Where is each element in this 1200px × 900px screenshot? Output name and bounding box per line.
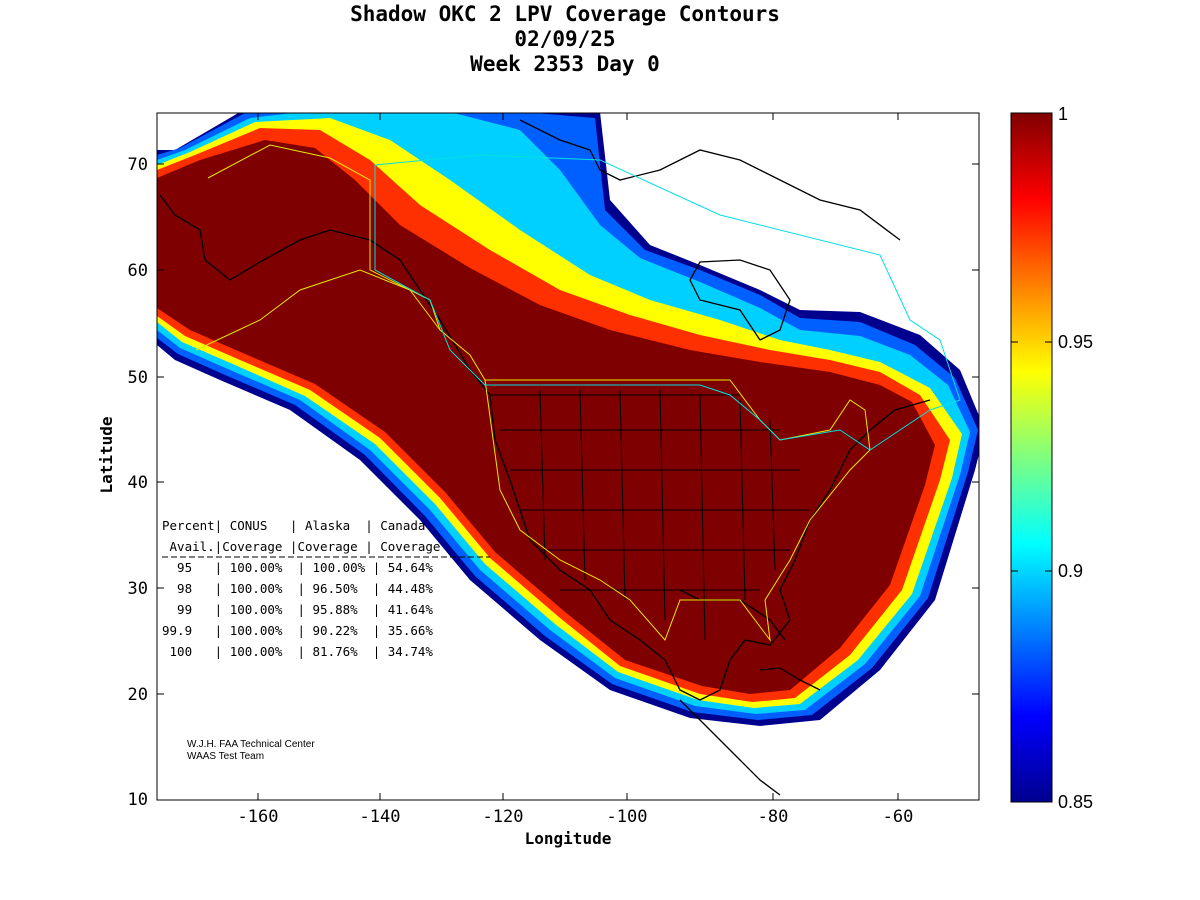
colorbar-tick-label: 0.9 bbox=[1058, 561, 1083, 581]
colorbar-tick-label: 0.95 bbox=[1058, 332, 1093, 352]
colorbar-ticks bbox=[1011, 341, 1052, 572]
table-row: 100 | 100.00% | 81.76% | 34.74% bbox=[162, 644, 433, 659]
state-borders bbox=[490, 389, 810, 641]
y-tick-marks bbox=[157, 163, 979, 695]
table-row: 95 | 100.00% | 100.00% | 54.64% bbox=[162, 560, 433, 575]
x-axis-label: Longitude bbox=[525, 829, 612, 848]
coverage-table: Percent| CONUS | Alaska | Canada Avail.|… bbox=[162, 518, 490, 659]
colorbar-tick-label: 0.85 bbox=[1058, 792, 1093, 812]
x-tick-label: -140 bbox=[360, 807, 401, 827]
coverage-contours bbox=[157, 113, 979, 800]
y-tick-label: 10 bbox=[128, 790, 148, 810]
x-tick-label: -60 bbox=[883, 807, 914, 827]
chart-title: Shadow OKC 2 LPV Coverage Contours bbox=[350, 2, 780, 26]
y-tick-label: 40 bbox=[128, 473, 148, 493]
x-tick-marks bbox=[257, 113, 899, 800]
x-tick-label: -80 bbox=[758, 807, 789, 827]
y-axis-label: Latitude bbox=[97, 416, 116, 493]
contour-band-100 bbox=[157, 140, 935, 694]
table-row: 98 | 100.00% | 96.50% | 44.48% bbox=[162, 581, 433, 596]
table-row: 99.9 | 100.00% | 90.22% | 35.66% bbox=[162, 623, 433, 638]
coastlines bbox=[159, 119, 931, 796]
y-tick-label: 30 bbox=[128, 579, 148, 599]
x-tick-label: -120 bbox=[483, 807, 524, 827]
chart-date: 02/09/25 bbox=[514, 27, 616, 51]
chart-week-day: Week 2353 Day 0 bbox=[470, 52, 660, 76]
colorbar bbox=[1010, 112, 1053, 803]
table-header-1: Percent| CONUS | Alaska | Canada bbox=[162, 518, 425, 533]
y-tick-label: 20 bbox=[128, 685, 148, 705]
x-tick-label: -100 bbox=[607, 807, 648, 827]
plot-frame bbox=[156, 112, 980, 801]
y-tick-label: 70 bbox=[128, 155, 148, 175]
credit-line-1: W.J.H. FAA Technical Center bbox=[187, 739, 315, 750]
table-header-2: Avail.|Coverage |Coverage | Coverage bbox=[162, 539, 440, 554]
region-boundaries bbox=[195, 144, 961, 642]
table-row: 99 | 100.00% | 95.88% | 41.64% bbox=[162, 602, 433, 617]
y-tick-label: 50 bbox=[128, 368, 148, 388]
credit-line-2: WAAS Test Team bbox=[187, 751, 264, 762]
x-tick-label: -160 bbox=[238, 807, 279, 827]
y-tick-label: 60 bbox=[128, 261, 148, 281]
colorbar-tick-label: 1 bbox=[1058, 104, 1068, 124]
